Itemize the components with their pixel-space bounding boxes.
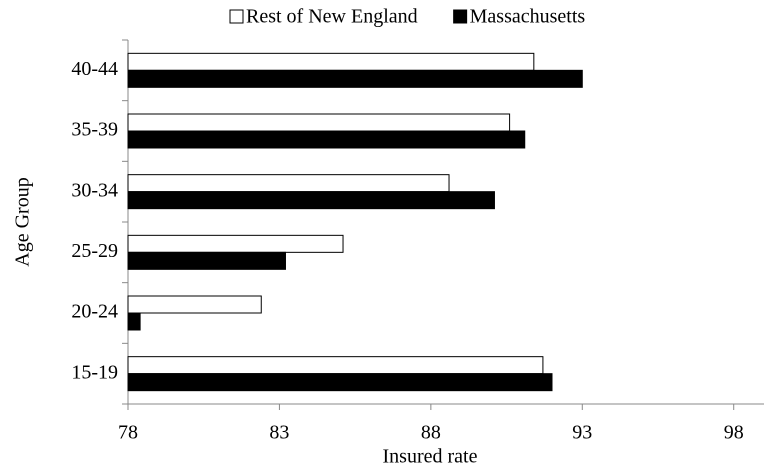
legend-label: Massachusetts [470,6,586,28]
bar [127,52,535,71]
bar [127,312,141,331]
bar [127,373,553,392]
bar [127,113,511,132]
x-tick-label: 93 [572,422,592,444]
bar [127,130,526,149]
y-tick-label: 30-34 [71,179,118,201]
x-axis-title: Insured rate [383,446,478,468]
bar [127,174,450,193]
bar [127,234,344,253]
bar [127,356,544,375]
x-tick-label: 98 [724,422,744,444]
legend-swatch [453,9,468,24]
legend-label: Rest of New England [246,6,418,28]
x-tick-label: 83 [269,422,289,444]
x-tick-label: 78 [118,422,138,444]
bar [127,69,583,88]
bar [127,191,495,210]
y-axis-title: Age Group [12,177,34,266]
y-tick-label: 15-19 [71,361,118,383]
x-tick-label: 88 [421,422,441,444]
y-tick-label: 40-44 [71,58,118,80]
legend-swatch [229,9,244,24]
bar [127,251,286,270]
y-tick-label: 20-24 [71,301,118,323]
y-tick-label: 25-29 [71,240,118,262]
bar [127,295,262,314]
y-tick-label: 35-39 [71,119,118,141]
